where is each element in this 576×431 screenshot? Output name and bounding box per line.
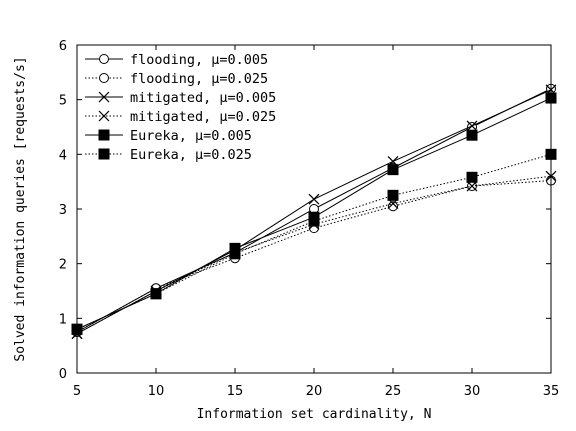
series-4-point-5 xyxy=(466,129,478,141)
y-axis-label: Solved information queries [requests/s] xyxy=(13,56,28,361)
legend-label-0: flooding, μ=0.005 xyxy=(130,52,268,68)
legend-marker-1 xyxy=(99,73,109,83)
series-5-point-4 xyxy=(387,189,399,201)
series-5-line xyxy=(76,153,552,330)
legend-item-1: flooding, μ=0.025 xyxy=(85,71,268,87)
legend-item-0: flooding, μ=0.005 xyxy=(85,52,268,68)
series-2-point-5 xyxy=(466,120,478,132)
x-tick-label-1: 10 xyxy=(148,384,165,399)
legend: flooding, μ=0.005 flooding, μ=0.025 mitiga… xyxy=(85,52,276,163)
series-5-point-5 xyxy=(466,171,478,183)
x-axis-label: Information set cardinality, N xyxy=(197,407,432,422)
y-tick-label-1: 1 xyxy=(59,312,67,327)
legend-item-5: Eureka, μ=0.025 xyxy=(85,147,252,163)
y-tick-label-4: 4 xyxy=(59,148,67,163)
legend-marker-2-stroke-b xyxy=(98,91,110,103)
legend-item-3: mitigated, μ=0.025 xyxy=(85,109,276,125)
legend-label-4: Eureka, μ=0.005 xyxy=(130,128,252,144)
legend-item-4: Eureka, μ=0.005 xyxy=(85,128,252,144)
series-5-point-3 xyxy=(308,215,320,227)
series-1 xyxy=(72,175,556,337)
y-tick-label-0: 0 xyxy=(59,367,67,382)
series-5-point-1 xyxy=(150,288,162,300)
legend-marker-0 xyxy=(99,54,109,64)
x-tick-label-6: 35 xyxy=(543,384,560,399)
series-2-point-5-stroke-b xyxy=(466,120,478,132)
y-tick-label-6: 6 xyxy=(59,39,67,54)
series-2-point-3-stroke-b xyxy=(308,193,320,205)
series-4-point-4 xyxy=(387,164,399,176)
legend-item-2: mitigated, μ=0.005 xyxy=(85,90,276,106)
x-tick-label-0: 5 xyxy=(73,384,81,399)
y-tick-label-3: 3 xyxy=(59,203,67,218)
x-tick-label-5: 30 xyxy=(464,384,481,399)
y-tick-label-5: 5 xyxy=(59,94,67,109)
series-1-line xyxy=(76,180,552,333)
axes: 5 10 15 20 25 30 35 0 1 2 3 4 5 6 xyxy=(59,39,560,399)
legend-marker-2 xyxy=(98,91,110,103)
legend-label-5: Eureka, μ=0.025 xyxy=(130,147,252,163)
legend-label-2: mitigated, μ=0.005 xyxy=(130,90,276,106)
series-3 xyxy=(71,170,557,340)
x-tick-label-4: 25 xyxy=(385,384,402,399)
y-tick-label-2: 2 xyxy=(59,258,67,273)
series-5-point-2 xyxy=(229,248,241,260)
x-tick-label-3: 20 xyxy=(306,384,323,399)
legend-label-3: mitigated, μ=0.025 xyxy=(130,109,276,125)
series-5 xyxy=(71,148,557,335)
series-2-point-3 xyxy=(308,193,320,205)
legend-marker-5 xyxy=(98,148,110,160)
x-tick-label-2: 15 xyxy=(227,384,244,399)
legend-marker-4 xyxy=(98,129,110,141)
legend-marker-3-stroke-b xyxy=(98,110,110,122)
legend-marker-3 xyxy=(98,110,110,122)
legend-label-1: flooding, μ=0.025 xyxy=(130,71,268,87)
